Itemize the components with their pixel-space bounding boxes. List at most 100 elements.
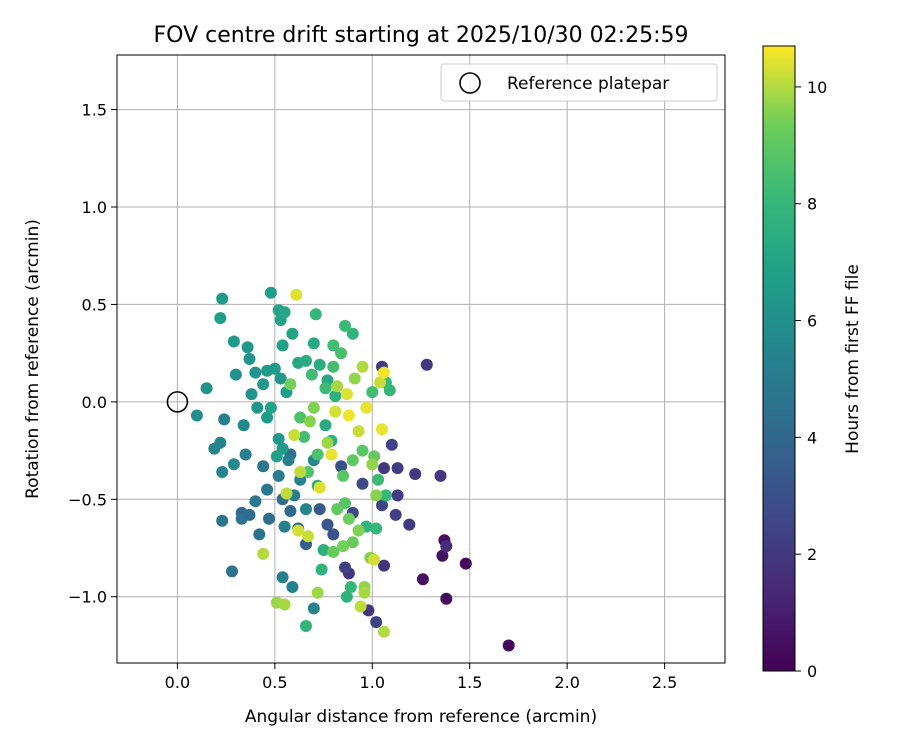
colorbar-tick-label: 0	[807, 662, 817, 681]
colorbar-tick-label: 6	[807, 312, 817, 331]
data-point	[327, 339, 340, 352]
data-point	[227, 335, 240, 348]
data-point	[352, 425, 365, 438]
data-point	[409, 468, 422, 480]
data-point	[366, 458, 379, 471]
data-point	[302, 530, 314, 543]
data-point	[354, 600, 367, 613]
data-point	[307, 337, 320, 350]
colorbar: 0 2 4 6 8 10 Hours from first FF file	[762, 45, 863, 681]
data-point	[216, 514, 229, 527]
reference-point-marker	[166, 391, 189, 413]
data-point	[264, 286, 277, 299]
data-point	[313, 481, 326, 494]
data-point	[335, 347, 348, 360]
data-point	[300, 503, 312, 516]
data-point	[313, 358, 326, 371]
data-point	[190, 409, 203, 422]
data-point	[378, 559, 390, 572]
data-point	[216, 466, 229, 478]
data-point	[208, 442, 221, 455]
y-axis-label: Rotation from reference (arcmin)	[23, 219, 43, 499]
x-tick-label: 1.0	[360, 673, 385, 692]
data-point	[374, 376, 387, 389]
data-point	[370, 616, 383, 629]
data-point	[276, 339, 289, 352]
data-point	[376, 499, 388, 512]
data-point	[284, 505, 297, 517]
data-point	[249, 495, 262, 508]
data-point	[342, 409, 355, 422]
data-point	[378, 366, 390, 379]
x-tick-label: 0.0	[165, 673, 190, 692]
data-point	[331, 380, 344, 393]
data-point	[436, 549, 449, 562]
y-tick-label: 0.5	[82, 295, 107, 314]
data-point	[321, 436, 334, 449]
data-point	[278, 520, 291, 533]
data-point	[348, 372, 361, 385]
data-point	[294, 466, 307, 478]
data-point	[342, 512, 355, 525]
data-point	[327, 360, 340, 373]
colorbar-ticks: 0 2 4 6 8 10	[795, 78, 827, 681]
data-point	[378, 625, 390, 638]
colorbar-tick-label: 8	[807, 195, 817, 214]
data-point	[257, 460, 270, 473]
data-point	[243, 508, 256, 521]
data-point	[331, 503, 344, 516]
data-point	[327, 528, 340, 541]
data-point	[311, 586, 324, 599]
data-point	[261, 483, 274, 496]
data-point	[360, 401, 373, 414]
y-tick-label: 1.0	[82, 198, 107, 217]
data-point	[313, 503, 326, 516]
data-point	[288, 429, 301, 441]
colorbar-tick-label: 4	[807, 428, 817, 447]
data-point	[311, 448, 324, 461]
data-point	[339, 319, 351, 332]
data-point	[319, 382, 332, 395]
data-point	[300, 620, 312, 632]
data-point	[327, 545, 340, 558]
data-point	[420, 358, 433, 371]
data-point	[434, 469, 447, 482]
x-tick-label: 0.5	[262, 673, 287, 692]
data-point	[356, 360, 369, 373]
data-point	[337, 540, 350, 553]
data-point	[459, 557, 472, 570]
data-point	[214, 312, 227, 325]
data-point	[298, 430, 311, 443]
plot-frame	[116, 54, 726, 664]
data-point	[245, 388, 258, 401]
data-point	[346, 454, 359, 467]
y-tick-label: 0.0	[82, 393, 107, 412]
colorbar-label: Hours from first FF file	[843, 264, 863, 454]
data-point	[340, 388, 353, 401]
data-point	[292, 524, 305, 537]
data-point	[300, 354, 312, 367]
data-point	[358, 586, 371, 599]
colorbar-gradient	[762, 45, 796, 672]
data-point	[370, 522, 383, 535]
data-point	[286, 581, 299, 593]
data-point	[226, 565, 238, 578]
data-point	[403, 518, 416, 531]
data-point	[317, 544, 330, 556]
data-point	[257, 378, 270, 391]
data-point	[376, 423, 388, 436]
data-point	[290, 288, 303, 301]
data-point	[278, 306, 291, 319]
data-point	[257, 547, 270, 560]
data-point	[346, 327, 359, 340]
data-point	[346, 536, 359, 549]
data-point	[272, 469, 285, 482]
data-point	[340, 590, 353, 603]
y-tick-label: 1.5	[82, 101, 107, 120]
data-point	[325, 448, 338, 461]
data-point	[370, 489, 383, 502]
y-tick-label: −0.5	[68, 490, 107, 509]
data-point	[268, 362, 281, 375]
legend-frame	[440, 63, 718, 102]
data-point	[253, 528, 266, 541]
